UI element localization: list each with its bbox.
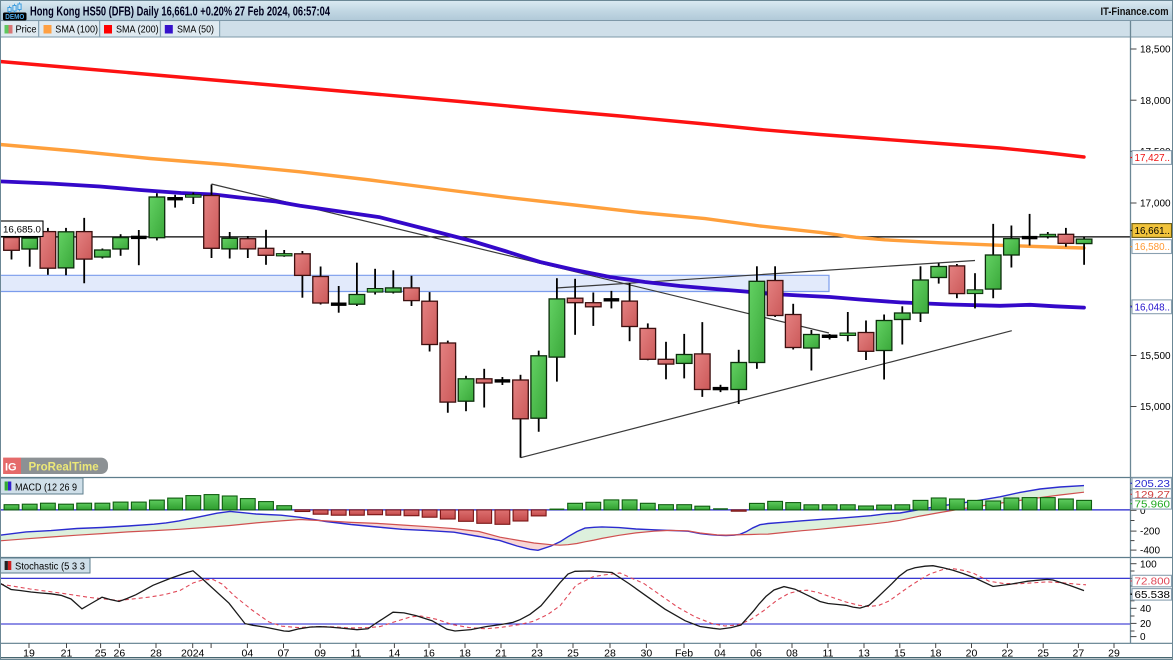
svg-text:72.800: 72.800 bbox=[1135, 577, 1171, 588]
svg-text:129.27: 129.27 bbox=[1135, 490, 1171, 501]
svg-text:16,685.0: 16,685.0 bbox=[3, 224, 41, 235]
svg-text:16,661..: 16,661.. bbox=[1135, 226, 1171, 237]
svg-text:18,000: 18,000 bbox=[1140, 96, 1171, 107]
svg-text:21: 21 bbox=[61, 647, 73, 659]
svg-text:20: 20 bbox=[966, 647, 978, 659]
svg-text:0: 0 bbox=[1140, 506, 1146, 517]
svg-text:14: 14 bbox=[389, 647, 401, 659]
svg-text:20: 20 bbox=[1140, 619, 1152, 630]
svg-text:23: 23 bbox=[531, 647, 543, 659]
svg-text:19: 19 bbox=[23, 647, 35, 659]
svg-text:09: 09 bbox=[314, 647, 326, 659]
svg-text:26: 26 bbox=[114, 647, 126, 659]
svg-text:2024: 2024 bbox=[181, 647, 205, 659]
svg-text:Feb: Feb bbox=[675, 647, 693, 659]
svg-text:Stochastic (5 3 3: Stochastic (5 3 3 bbox=[15, 562, 85, 573]
svg-text:SMA (100): SMA (100) bbox=[55, 24, 98, 36]
svg-text:11: 11 bbox=[823, 647, 834, 659]
svg-text:Price: Price bbox=[16, 24, 37, 36]
svg-text:Hong Kong HS50 (DFB) Daily 16,: Hong Kong HS50 (DFB) Daily 16,661.0 +0.2… bbox=[30, 5, 330, 19]
svg-text:13: 13 bbox=[858, 647, 870, 659]
svg-text:28: 28 bbox=[150, 647, 162, 659]
svg-text:65.538: 65.538 bbox=[1135, 590, 1171, 601]
svg-text:16,580..: 16,580.. bbox=[1135, 242, 1171, 253]
svg-text:16,048..: 16,048.. bbox=[1135, 302, 1171, 313]
svg-text:15,500: 15,500 bbox=[1140, 351, 1171, 362]
svg-text:06: 06 bbox=[750, 647, 762, 659]
svg-text:21: 21 bbox=[495, 647, 507, 659]
svg-text:11: 11 bbox=[351, 647, 362, 659]
svg-text:04: 04 bbox=[242, 647, 254, 659]
svg-text:17,427..: 17,427.. bbox=[1135, 153, 1171, 164]
svg-text:18: 18 bbox=[459, 647, 471, 659]
svg-text:IT-Finance.com: IT-Finance.com bbox=[1101, 6, 1169, 18]
svg-text:205.23: 205.23 bbox=[1135, 479, 1171, 490]
svg-text:30: 30 bbox=[641, 647, 653, 659]
svg-text:15,000: 15,000 bbox=[1140, 402, 1171, 413]
svg-text:29: 29 bbox=[1108, 647, 1120, 659]
svg-text:-200: -200 bbox=[1140, 527, 1160, 538]
svg-text:16: 16 bbox=[423, 647, 435, 659]
svg-text:SMA (50): SMA (50) bbox=[177, 24, 214, 36]
svg-text:28: 28 bbox=[604, 647, 616, 659]
svg-text:18,500: 18,500 bbox=[1140, 45, 1171, 56]
svg-text:04: 04 bbox=[714, 647, 726, 659]
svg-text:MACD (12 26 9: MACD (12 26 9 bbox=[15, 483, 77, 494]
svg-text:08: 08 bbox=[786, 647, 798, 659]
svg-text:DEMO: DEMO bbox=[5, 12, 24, 21]
svg-text:SMA (200): SMA (200) bbox=[116, 24, 159, 36]
svg-text:IG: IG bbox=[5, 462, 17, 474]
svg-text:25: 25 bbox=[1037, 647, 1049, 659]
svg-text:100: 100 bbox=[1140, 559, 1157, 570]
svg-text:40: 40 bbox=[1140, 604, 1152, 615]
svg-text:75.960: 75.960 bbox=[1135, 499, 1171, 510]
svg-text:-400: -400 bbox=[1140, 546, 1160, 557]
svg-text:18: 18 bbox=[930, 647, 942, 659]
svg-text:ProRealTime: ProRealTime bbox=[29, 461, 99, 473]
svg-text:27: 27 bbox=[1073, 647, 1085, 659]
svg-text:22: 22 bbox=[1002, 647, 1014, 659]
svg-text:25: 25 bbox=[95, 647, 107, 659]
svg-text:0: 0 bbox=[1140, 632, 1146, 643]
svg-text:17,000: 17,000 bbox=[1140, 199, 1171, 210]
svg-text:07: 07 bbox=[278, 647, 290, 659]
svg-text:15: 15 bbox=[894, 647, 906, 659]
svg-text:25: 25 bbox=[567, 647, 579, 659]
